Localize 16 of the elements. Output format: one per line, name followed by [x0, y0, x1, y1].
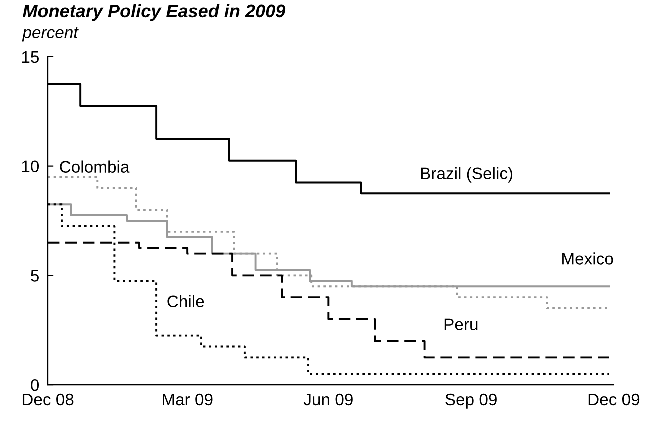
y-tick-label: 15: [22, 52, 39, 64]
series-label: Colombia: [60, 160, 130, 173]
x-tick-label: Dec 09: [588, 394, 640, 406]
series-label: Chile: [168, 295, 204, 308]
x-tick-label: Jun 09: [304, 394, 353, 406]
series-label: Peru: [444, 318, 478, 330]
x-tick-label: Sep 09: [446, 394, 497, 409]
x-tick-label: Mar 09: [163, 394, 213, 406]
y-tick-label: 0: [31, 379, 40, 392]
series-label: Brazil (Selic): [421, 167, 513, 183]
y-tick-label: 10: [22, 160, 40, 173]
x-tick-label: Dec 08: [22, 394, 74, 406]
y-tick-label: 5: [31, 270, 39, 282]
chart-title: Monetary Policy Eased in 2009: [23, 4, 286, 22]
chart-subtitle: percent: [22, 28, 79, 42]
series-label: Mexico: [562, 252, 614, 265]
